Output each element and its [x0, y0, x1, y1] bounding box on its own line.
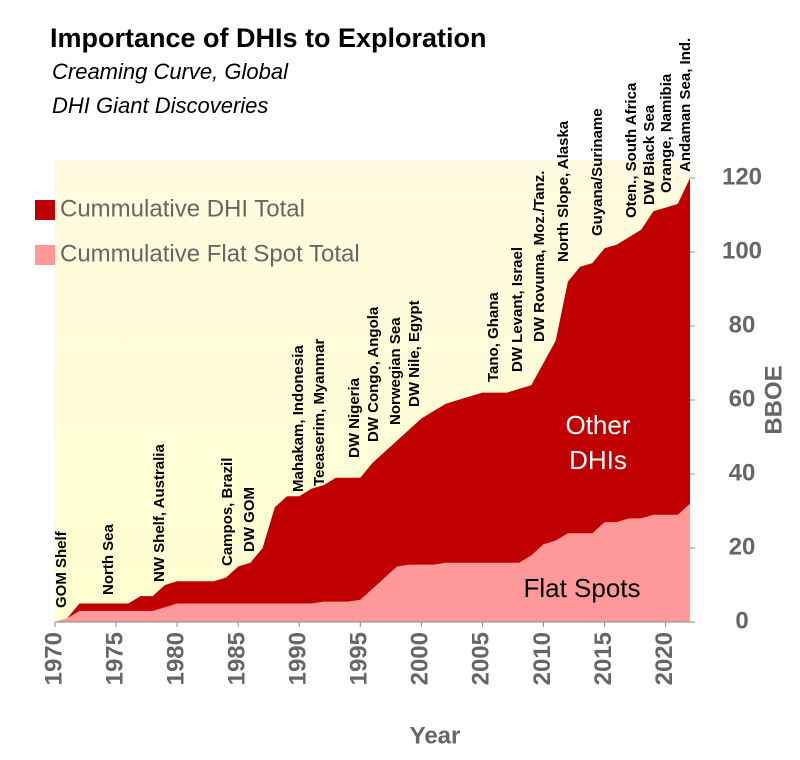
x-tick-label: 2000 — [407, 632, 434, 685]
y-tick-label: 0 — [735, 607, 748, 634]
area — [55, 178, 690, 622]
annotation: DW Black Sea — [641, 104, 658, 205]
x-axis-label: Year — [410, 722, 461, 749]
annotation: DW Nile, Egypt — [406, 300, 423, 407]
annotation: DW GOM — [241, 487, 258, 552]
annotation: DW Congo, Angola — [365, 306, 382, 442]
annotation: Guyana/Suriname — [589, 108, 606, 236]
x-tick-label: 1990 — [285, 632, 312, 685]
legend-label: Cummulative Flat Spot Total — [60, 240, 360, 267]
x-tick-label: 2020 — [651, 632, 678, 685]
x-tick-label: 1995 — [346, 632, 373, 685]
y-tick-label: 60 — [729, 385, 756, 412]
annotation: Teeaserim, Myanmar — [311, 339, 328, 486]
x-tick-label: 2015 — [590, 632, 617, 685]
annotation: Oten., South Africa — [623, 82, 640, 218]
x-tick-label: 2005 — [468, 632, 495, 685]
x-tick-label: 1985 — [224, 632, 251, 685]
annotation: GOM Shelf — [53, 530, 70, 608]
area-label: DHIs — [569, 445, 627, 475]
annotation: Orange, Namibia — [658, 73, 675, 193]
annotation: Andaman Sea, Ind. — [677, 38, 694, 172]
subtitle: Creaming Curve, Global — [52, 59, 289, 84]
y-tick-label: 40 — [729, 459, 756, 486]
x-tick-label: 1980 — [162, 632, 189, 685]
area — [55, 503, 690, 622]
legend-label: Cummulative DHI Total — [60, 195, 305, 222]
x-tick-label: 1975 — [101, 632, 128, 685]
annotation: Tano, Ghana — [485, 292, 502, 382]
annotation: Mahakam, Indonesia — [290, 345, 307, 492]
annotation: North Slope, Alaska — [555, 120, 572, 262]
subtitle: DHI Giant Discoveries — [52, 93, 268, 118]
annotation: NW Shelf, Australia — [151, 444, 168, 582]
annotation: DW Rovuma, Moz./Tanz. — [531, 171, 548, 342]
area-label: Other — [565, 410, 630, 440]
x-tick-label: 1970 — [40, 632, 67, 685]
y-tick-label: 100 — [722, 237, 762, 264]
y-tick-label: 120 — [722, 163, 762, 190]
annotation: DW Levant, Israel — [509, 247, 526, 372]
x-tick-label: 2010 — [529, 632, 556, 685]
annotation: DW Nigeria — [346, 377, 363, 458]
y-axis-label: BBOE — [760, 365, 787, 434]
y-tick-label: 20 — [729, 533, 756, 560]
annotation: Norwegian Sea — [387, 317, 404, 425]
annotation: North Sea — [100, 523, 117, 595]
annotation: Campos, Brazil — [219, 458, 236, 566]
chart-title: Importance of DHIs to Exploration — [50, 23, 487, 53]
legend-swatch — [35, 245, 55, 265]
area-label: Flat Spots — [523, 573, 640, 603]
y-tick-label: 80 — [729, 311, 756, 338]
legend-swatch — [35, 200, 55, 220]
